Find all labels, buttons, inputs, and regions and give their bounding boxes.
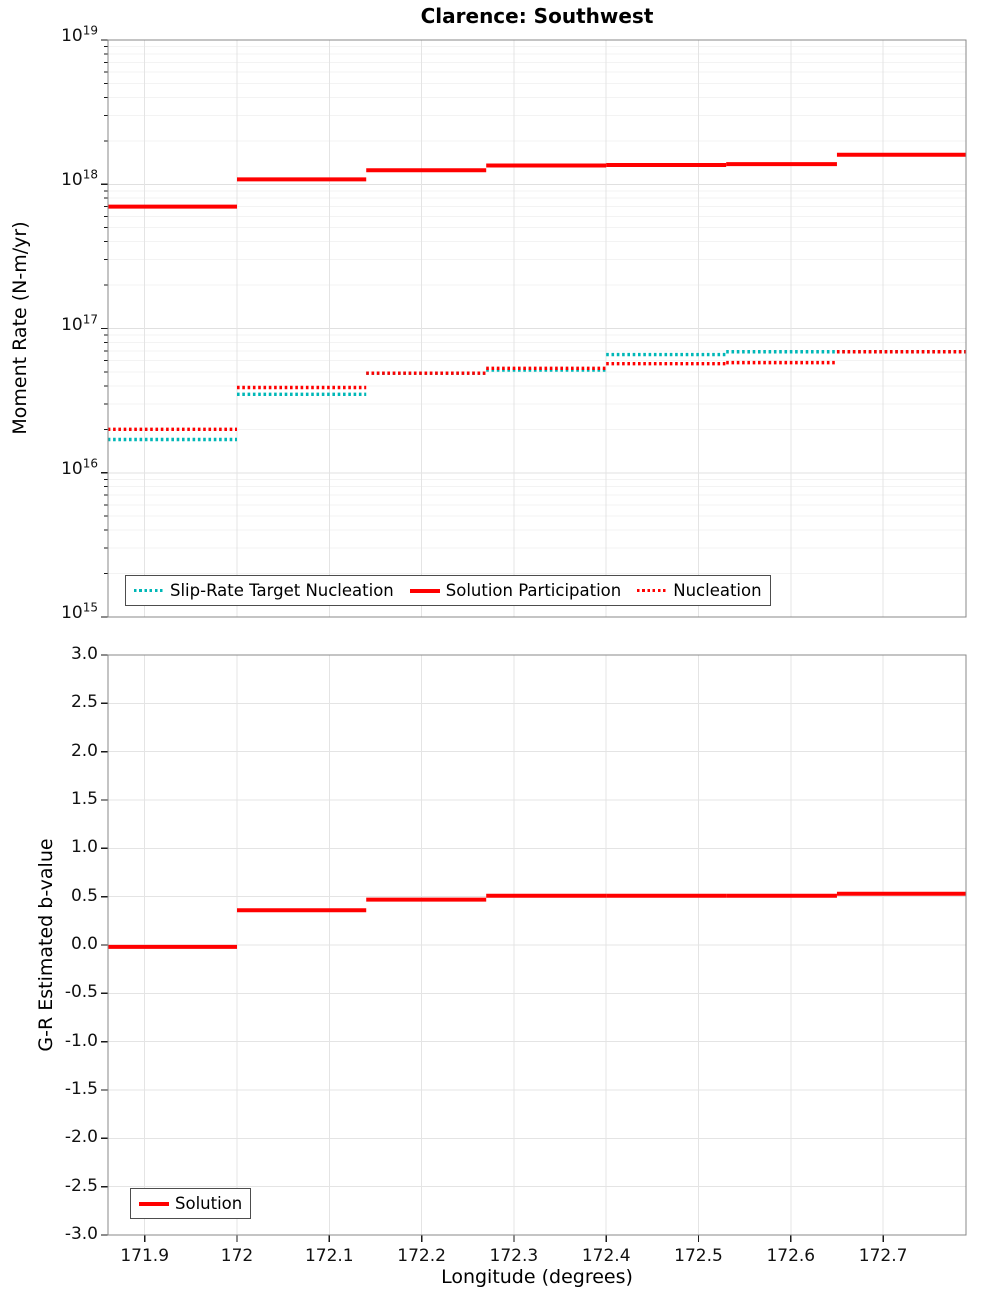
- legend-marker-solid-line-icon: [409, 588, 440, 593]
- series-solution: [107, 891, 967, 949]
- bottom-y-tick-label: -0.5: [64, 982, 98, 1003]
- bottom-y-tick-label: -3.0: [64, 1224, 98, 1244]
- top-y-axis-title: Moment Rate (N-m/yr): [9, 221, 31, 435]
- legend-label: Nucleation: [673, 581, 762, 600]
- legend-label: Slip-Rate Target Nucleation: [170, 581, 394, 600]
- x-tick-label: 172.5: [674, 1246, 723, 1266]
- top-y-tick-label: 1018: [50, 167, 98, 191]
- bottom-y-tick-label: 2.5: [70, 692, 98, 713]
- x-tick-label: 172.4: [581, 1246, 631, 1266]
- bottom-y-tick-label: 0.0: [70, 934, 98, 954]
- log-exponent: 18: [82, 167, 98, 182]
- x-tick-label: 172: [220, 1246, 254, 1266]
- bottom-y-tick-label: 1.0: [70, 837, 98, 858]
- bottom-panel-ticks: [101, 654, 884, 1242]
- bottom-y-tick-label: 2.0: [70, 740, 98, 761]
- series-nucleation: [107, 350, 967, 432]
- bottom-y-tick-label: -2.5: [64, 1175, 98, 1196]
- legend-item-solution: Solution: [139, 1194, 242, 1213]
- x-tick-label: 172.1: [304, 1246, 354, 1266]
- bottom-legend: Solution: [130, 1188, 252, 1219]
- bottom-y-tick-label: 1.5: [70, 789, 98, 809]
- log-base: 10: [61, 603, 83, 623]
- chart-title: Clarence: Southwest: [420, 4, 654, 28]
- legend-marker-dotted-line-icon: [637, 588, 668, 593]
- legend-marker-solid-line-icon: [139, 1201, 169, 1206]
- top-panel-series: [107, 152, 967, 442]
- x-tick-label: 172.7: [858, 1246, 908, 1266]
- log-exponent: 17: [82, 311, 98, 326]
- bottom-panel-frame: [107, 654, 967, 1236]
- bottom-y-tick-label: -2.0: [64, 1127, 98, 1148]
- bottom-y-tick-label: -1.5: [64, 1079, 98, 1099]
- legend-item-nucleation: Nucleation: [637, 581, 762, 600]
- log-exponent: 19: [82, 23, 98, 38]
- legend-label: Solution: [175, 1194, 243, 1213]
- legend-marker-dotted-line-icon: [134, 588, 164, 593]
- log-exponent: 15: [82, 600, 98, 615]
- x-tick-label: 171.9: [120, 1246, 170, 1266]
- series-solution-participation: [107, 152, 967, 209]
- log-base: 10: [61, 170, 83, 191]
- top-y-tick-label: 1016: [50, 456, 98, 479]
- log-exponent: 16: [82, 456, 98, 471]
- x-axis-title: Longitude (degrees): [441, 1266, 633, 1288]
- top-y-tick-label: 1015: [50, 600, 98, 623]
- top-panel-gridlines: [108, 40, 966, 617]
- bottom-panel-series: [107, 891, 967, 949]
- legend-label: Solution Participation: [445, 581, 622, 600]
- x-tick-label: 172.6: [766, 1246, 816, 1266]
- top-legend: Slip-Rate Target Nucleation Solution Part…: [125, 575, 771, 606]
- bottom-y-tick-label: 3.0: [70, 644, 98, 664]
- legend-item-slip-rate-target-nucleation: Slip-Rate Target Nucleation: [134, 581, 394, 600]
- bottom-panel-gridlines: [108, 655, 966, 1235]
- top-panel-frame: [107, 39, 967, 618]
- legend-item-solution-participation: Solution Participation: [409, 581, 622, 600]
- x-tick-label: 172.3: [489, 1246, 539, 1266]
- top-y-tick-label: 1019: [50, 23, 98, 46]
- log-base: 10: [61, 26, 83, 46]
- bottom-y-tick-label: 0.5: [70, 885, 98, 906]
- top-y-tick-label: 1017: [50, 311, 98, 335]
- log-base: 10: [61, 314, 83, 335]
- bottom-y-tick-label: -1.0: [64, 1030, 98, 1051]
- log-base: 10: [61, 458, 83, 479]
- top-panel-ticks: [101, 39, 108, 618]
- x-tick-label: 172.2: [397, 1246, 446, 1266]
